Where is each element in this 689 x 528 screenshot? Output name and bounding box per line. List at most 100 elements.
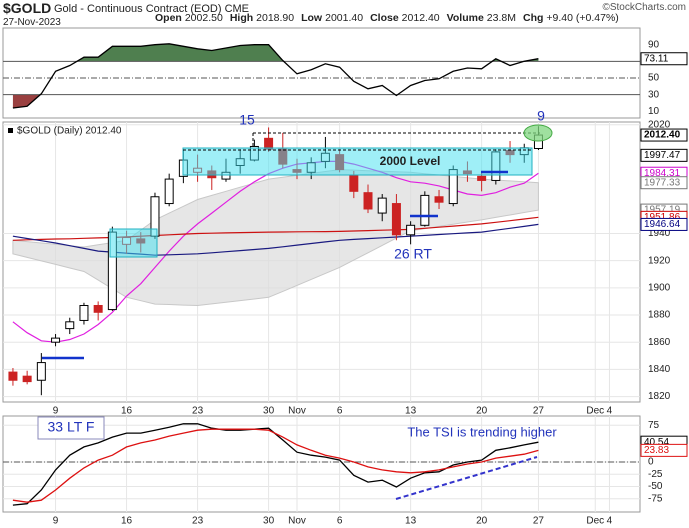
stat-value: +9.40 (+0.47%) <box>546 12 618 24</box>
legend: $GOLD (Daily) 2012.40 <box>17 126 122 137</box>
candle-body <box>363 192 373 210</box>
highlight-ellipse <box>523 124 553 142</box>
band <box>12 169 539 307</box>
candle-body <box>51 337 61 343</box>
value-tag-box <box>640 148 688 162</box>
value-tag: 1997.47 <box>644 150 681 161</box>
moving-average <box>12 216 539 241</box>
stat-value: 2001.40 <box>325 12 363 24</box>
y-tick-label: -25 <box>648 469 663 480</box>
value-tag-box <box>640 52 688 66</box>
x-tick-label: 6 <box>337 406 343 417</box>
panel <box>2 27 641 119</box>
x-tick-label: 27 <box>533 516 545 527</box>
x-tick-label: Dec <box>586 406 604 417</box>
level-box <box>182 147 533 176</box>
stat-value: 2002.50 <box>185 12 223 24</box>
value-tag: 73.11 <box>644 53 669 64</box>
annotation: 26 RT <box>394 246 432 262</box>
x-tick-label: 16 <box>121 516 133 527</box>
candle-body <box>8 371 18 381</box>
y-tick-label: 10 <box>648 106 660 117</box>
x-tick-label: 6 <box>337 516 343 527</box>
y-tick-label: 50 <box>648 73 660 84</box>
instrument-name: Gold - Continuous Contract (EOD) CME <box>54 3 249 15</box>
candle-body <box>22 375 32 383</box>
x-tick-label: 9 <box>53 406 59 417</box>
y-tick-label: 30 <box>648 89 660 100</box>
y-tick-label: 1860 <box>648 337 671 348</box>
stat-label: High <box>230 12 253 24</box>
stat-label: Volume <box>447 12 484 24</box>
y-tick-label: 1920 <box>648 255 671 266</box>
y-tick-label: 0 <box>648 457 654 468</box>
indicator-line <box>12 43 539 109</box>
annotation: The TSI is trending higher <box>407 424 557 439</box>
value-tag: 1957.19 <box>644 205 681 216</box>
annotation: 2000 Level <box>380 154 441 168</box>
y-tick-label: 1820 <box>648 391 671 402</box>
x-tick-label: 23 <box>192 516 204 527</box>
stat-value: 2018.90 <box>256 12 294 24</box>
panel <box>2 415 641 513</box>
candle-body <box>65 321 75 330</box>
y-tick-label: 75 <box>648 420 660 431</box>
stat-value: 23.8M <box>487 12 516 24</box>
value-tag: 2012.40 <box>644 130 681 141</box>
y-tick-label: 90 <box>648 39 660 50</box>
y-tick-label: 2020 <box>648 119 671 130</box>
stat-label: Chg <box>523 12 543 24</box>
candle-body <box>420 194 430 226</box>
candle-body <box>164 178 174 205</box>
candle-body <box>434 196 444 203</box>
x-tick-label: Dec <box>586 516 604 527</box>
stat-value: 2012.40 <box>402 12 440 24</box>
value-tag: 40.54 <box>644 437 669 448</box>
x-tick-label: 13 <box>405 516 417 527</box>
x-tick-label: 20 <box>476 516 488 527</box>
x-tick-label: 30 <box>263 406 275 417</box>
candle-body <box>477 175 487 181</box>
x-tick-label: 30 <box>263 516 275 527</box>
y-tick-label: -75 <box>648 493 663 504</box>
copyright: ©StockCharts.com <box>602 2 686 13</box>
y-tick-label: 1900 <box>648 282 671 293</box>
stat-label: Close <box>370 12 399 24</box>
x-tick-label: 20 <box>476 406 488 417</box>
value-tag: 1977.33 <box>644 177 681 188</box>
x-tick-label: 27 <box>533 406 545 417</box>
y-tick-label: 1940 <box>648 228 671 239</box>
candle-body <box>36 362 46 381</box>
annotations: 15 9 2000 Level 26 RT 33 LT F The TSI is… <box>37 108 557 500</box>
stats: Open 2002.50 High 2018.90 Low 2001.40 Close 201… <box>155 12 619 24</box>
candle-body <box>377 197 387 214</box>
candle-body <box>391 203 401 236</box>
candle-body <box>349 174 359 192</box>
x-tick-label: 4 <box>607 516 613 527</box>
candle-body <box>93 304 103 313</box>
annotation-box <box>37 416 105 440</box>
value-tag: 23.83 <box>644 445 669 456</box>
value-tag-box <box>640 217 688 231</box>
indicator-line <box>12 428 539 503</box>
overbought-fill <box>12 43 539 62</box>
value-tag: 1951.86 <box>644 212 681 223</box>
symbol: $GOLD <box>3 0 51 16</box>
annotation: 9 <box>537 108 545 124</box>
trend-line <box>395 456 538 500</box>
moving-average <box>12 223 539 256</box>
y-tick-label: 1880 <box>648 310 671 321</box>
value-tag: 1984.31 <box>644 168 681 179</box>
x-tick-label: 16 <box>121 406 133 417</box>
x-tick-label: 4 <box>607 406 613 417</box>
x-tick-label: 13 <box>405 406 417 417</box>
date: 27-Nov-2023 <box>3 17 61 28</box>
annotation: 15 <box>239 112 255 128</box>
consolidation-box <box>109 228 158 258</box>
value-tag-box <box>640 443 688 457</box>
candle-body <box>406 224 416 236</box>
candle-body <box>79 304 89 321</box>
y-tick-label: 1840 <box>648 364 671 375</box>
